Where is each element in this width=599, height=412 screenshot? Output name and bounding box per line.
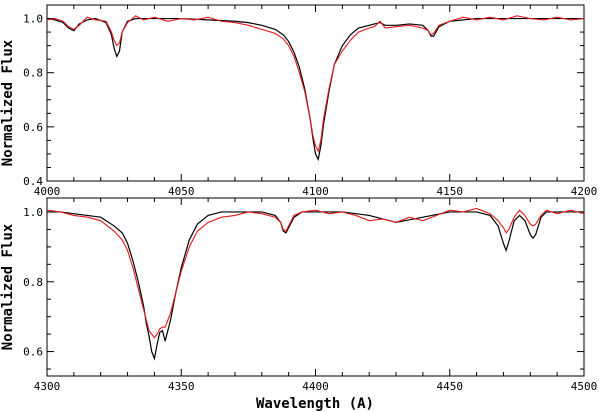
series-red-1 — [47, 207, 584, 339]
xtick-label-0: 4100 — [302, 185, 329, 198]
bottom-panel: 4300 4350 4400 4450 4500 0.6 0.8 1.0 — [23, 197, 598, 393]
xtick-label-0: 4050 — [168, 185, 195, 198]
ytick-label-1: 0.8 — [23, 276, 43, 289]
xlabel-bottom: Wavelength (A) — [256, 396, 374, 412]
series-red-0 — [47, 15, 584, 153]
xtick-label-1: 4400 — [302, 380, 329, 393]
xtick-label-1: 4350 — [168, 380, 195, 393]
xtick-label-1: 4300 — [34, 380, 61, 393]
ytick-label-1: 1.0 — [23, 206, 43, 219]
ytick-label-0: 1.0 — [23, 13, 43, 26]
xtick-label-0: 4200 — [571, 185, 598, 198]
plot-frame-1 — [46, 197, 585, 377]
ylabel-top: Normalized Flux — [0, 39, 16, 166]
top-panel: 4000 4050 4100 4150 4200 0.4 0.6 0.8 1.0 — [23, 4, 598, 198]
ytick-label-1: 0.6 — [23, 346, 43, 359]
series-black-1 — [47, 211, 584, 361]
xtick-label-1: 4450 — [437, 380, 464, 393]
ytick-label-0: 0.6 — [23, 121, 43, 134]
ytick-label-0: 0.8 — [23, 67, 43, 80]
xtick-label-1: 4500 — [571, 380, 598, 393]
series-black-0 — [47, 17, 584, 162]
xtick-label-0: 4000 — [34, 185, 61, 198]
ylabel-bottom: Normalized Flux — [0, 223, 16, 350]
ytick-label-0: 0.4 — [23, 175, 43, 188]
xtick-label-0: 4150 — [437, 185, 464, 198]
